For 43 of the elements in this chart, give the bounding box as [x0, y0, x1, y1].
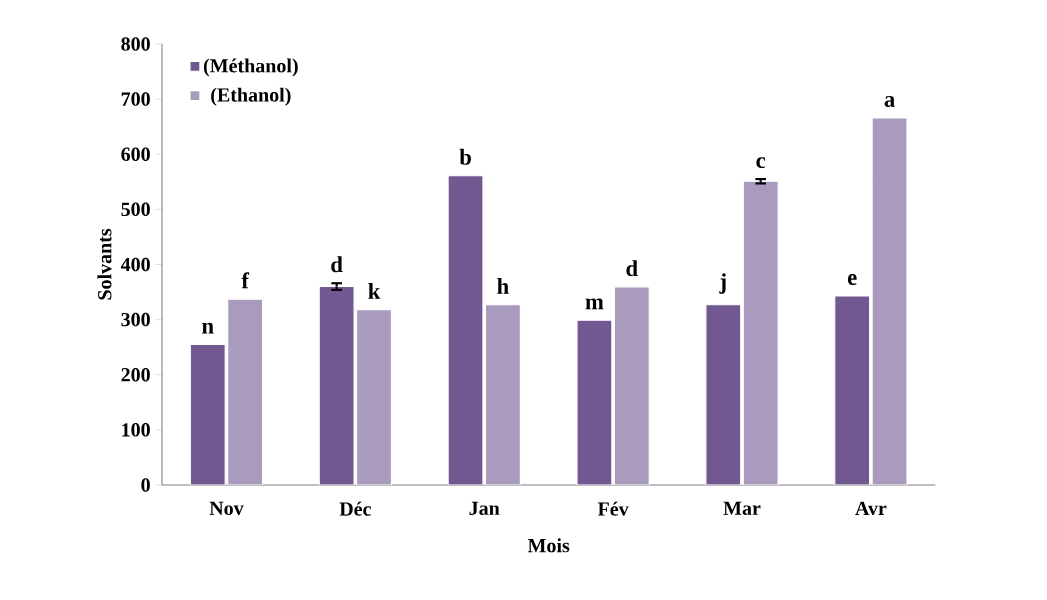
y-axis-title: Solvants	[97, 228, 112, 300]
bar	[834, 295, 871, 485]
bar	[576, 319, 613, 485]
y-tick-label: 400	[120, 257, 150, 272]
y-tick-label: 700	[121, 92, 150, 106]
bar	[484, 304, 521, 485]
annotation: c	[756, 157, 766, 169]
y-tick-label: 200	[121, 367, 150, 382]
bar	[613, 286, 650, 485]
annotation: d	[331, 256, 343, 273]
annotation: f	[241, 272, 250, 289]
annotation: b	[459, 148, 471, 165]
y-tick-label: 300	[121, 312, 150, 327]
y-tick-label: 800	[121, 37, 150, 51]
annotation: d	[626, 260, 638, 277]
x-tick-label: Avr	[855, 501, 887, 516]
bar	[871, 117, 908, 485]
bar	[705, 304, 742, 485]
annotation: m	[585, 298, 604, 310]
x-tick-label: Jan	[469, 501, 500, 515]
legend-label: (Ethanol)	[211, 87, 291, 106]
bar	[318, 286, 355, 485]
annotation: h	[497, 278, 509, 294]
annotation: a	[884, 96, 895, 107]
x-tick-label: Nov	[209, 501, 244, 515]
y-tick-label: 100	[122, 423, 150, 437]
y-tick-label: 600	[121, 147, 150, 161]
bar	[447, 175, 484, 485]
bar	[356, 309, 392, 485]
annotation: n	[202, 322, 214, 334]
x-tick-label: Fév	[597, 501, 629, 516]
annotation: j	[719, 273, 726, 294]
x-axis-title: Mois	[527, 538, 570, 553]
y-tick-label: 0	[141, 478, 150, 492]
annotation: e	[847, 274, 857, 285]
bar	[189, 343, 226, 485]
bar	[742, 180, 779, 485]
legend-label: (Méthanol)	[203, 58, 298, 77]
y-tick-label: 500	[121, 202, 150, 217]
annotation: k	[368, 283, 381, 299]
x-tick-label: Déc	[339, 501, 371, 516]
bar	[227, 298, 264, 485]
x-tick-label: Mar	[723, 501, 761, 515]
